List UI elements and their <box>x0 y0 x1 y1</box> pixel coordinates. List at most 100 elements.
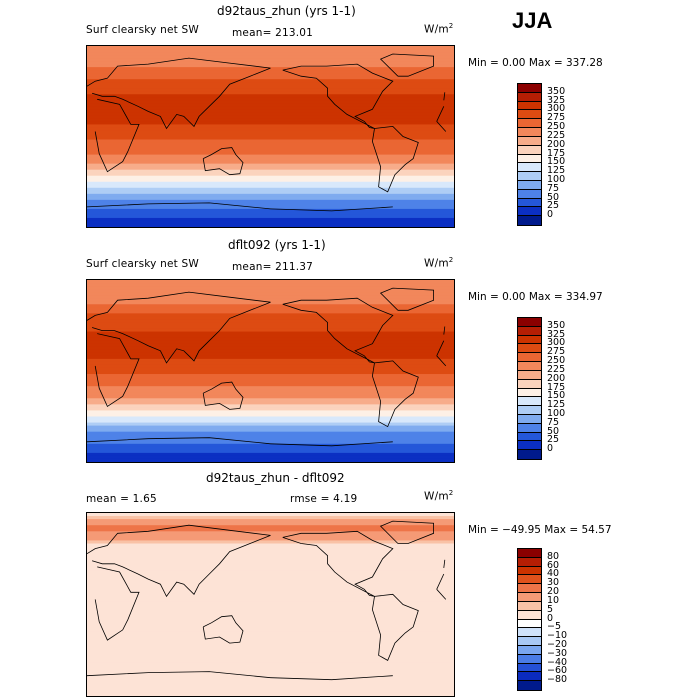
colorbar-swatch <box>518 172 541 181</box>
zonal-band <box>87 211 454 216</box>
zonal-band <box>87 638 454 642</box>
zonal-band <box>87 46 454 50</box>
colorbar-swatch <box>518 216 541 225</box>
colorbar-swatch <box>518 370 541 380</box>
coastline <box>87 57 271 130</box>
zonal-band <box>87 677 454 682</box>
colorbar-swatch <box>518 136 541 146</box>
coastline <box>436 340 445 356</box>
colorbar-tick-label: 100 <box>547 407 566 419</box>
zonal-band <box>87 61 454 65</box>
colorbar-tick-label: 125 <box>547 165 566 177</box>
colorbar-swatch <box>518 663 541 673</box>
zonal-band <box>87 172 454 177</box>
coastline <box>443 92 446 101</box>
panel-1-map <box>86 45 455 228</box>
coastline <box>371 593 419 661</box>
zonal-band <box>87 142 454 147</box>
colorbar-swatch <box>518 566 541 576</box>
coastline <box>436 355 447 367</box>
colorbar-tick-label: 25 <box>547 200 560 212</box>
zonal-band <box>87 184 454 189</box>
zonal-band <box>87 58 454 62</box>
zonal-band <box>87 316 454 321</box>
zonal-band <box>87 52 454 56</box>
zonal-band <box>87 416 454 421</box>
zonal-band <box>87 549 454 554</box>
zonal-band <box>87 443 454 448</box>
coastline <box>282 297 394 364</box>
zonal-band <box>87 428 454 433</box>
coastline <box>443 326 446 335</box>
zonal-band <box>87 689 454 694</box>
colorbar-swatch <box>518 575 541 585</box>
zonal-band <box>87 133 454 138</box>
colorbar-tick-label: 75 <box>547 182 560 194</box>
colorbar-tick-label: 20 <box>547 586 560 598</box>
coastline <box>87 291 271 364</box>
colorbar-tick-label: 30 <box>547 577 560 589</box>
zonal-band <box>87 148 454 153</box>
zonal-band <box>87 647 454 651</box>
colorbar-tick-label: 0 <box>547 209 554 221</box>
colorbar-swatch <box>518 128 541 137</box>
zonal-band <box>87 85 454 89</box>
colorbar-swatch <box>518 397 541 407</box>
colorbar-swatch <box>518 119 541 129</box>
zonal-band <box>87 650 454 654</box>
zonal-band <box>87 561 454 566</box>
zonal-band <box>87 118 454 123</box>
zonal-band <box>87 355 454 360</box>
colorbar-tick-label: 250 <box>547 355 566 367</box>
zonal-band <box>87 656 454 660</box>
zonal-band <box>87 313 454 317</box>
zonal-band <box>87 322 454 327</box>
coastline <box>371 125 419 193</box>
panel-2-minmax: Min = 0.00 Max = 334.97 <box>468 291 603 303</box>
zonal-band <box>87 361 454 366</box>
zonal-band <box>87 214 454 219</box>
colorbar-swatch <box>518 637 541 646</box>
zonal-band <box>87 653 454 657</box>
zonal-band <box>87 340 454 345</box>
colorbar-tick-label: −10 <box>547 630 568 642</box>
colorbar-tick-label: 350 <box>547 85 566 97</box>
colorbar-tick-label: 275 <box>547 346 566 358</box>
zonal-band <box>87 208 454 213</box>
colorbar-tick-label: 325 <box>547 94 566 106</box>
colorbar-swatch <box>518 432 541 442</box>
zonal-band <box>87 100 454 104</box>
panel-2-colorbar <box>517 317 542 460</box>
zonal-band <box>87 641 454 645</box>
panel-2-map-svg <box>87 280 454 462</box>
zonal-band <box>87 289 454 293</box>
zonal-band <box>87 352 454 357</box>
zonal-band <box>87 286 454 290</box>
colorbar-swatch <box>518 353 541 363</box>
zonal-band <box>87 540 454 545</box>
zonal-band <box>87 625 454 630</box>
zonal-band <box>87 383 454 387</box>
zonal-band <box>87 115 454 119</box>
colorbar-tick-label: −30 <box>547 647 568 659</box>
coastline <box>94 333 140 407</box>
colorbar-swatch <box>518 681 541 690</box>
zonal-band <box>87 452 454 457</box>
zonal-band <box>87 49 454 53</box>
zonal-band <box>87 331 454 336</box>
colorbar-swatch <box>518 628 541 638</box>
zonal-band <box>87 446 454 451</box>
zonal-band <box>87 181 454 186</box>
panel-2-units: W/m2 <box>424 256 454 270</box>
colorbar-tick-label: −5 <box>547 621 562 633</box>
zonal-band <box>87 413 454 418</box>
colorbar-tick-label: 175 <box>547 381 566 393</box>
zonal-band <box>87 371 454 375</box>
colorbar-tick-label: 60 <box>547 559 560 571</box>
coastline <box>371 360 419 428</box>
panel-2-field-label: Surf clearsky net SW <box>86 258 199 270</box>
coastline <box>270 441 393 447</box>
coastline <box>436 106 445 122</box>
zonal-band <box>87 610 454 615</box>
zonal-band <box>87 154 454 159</box>
